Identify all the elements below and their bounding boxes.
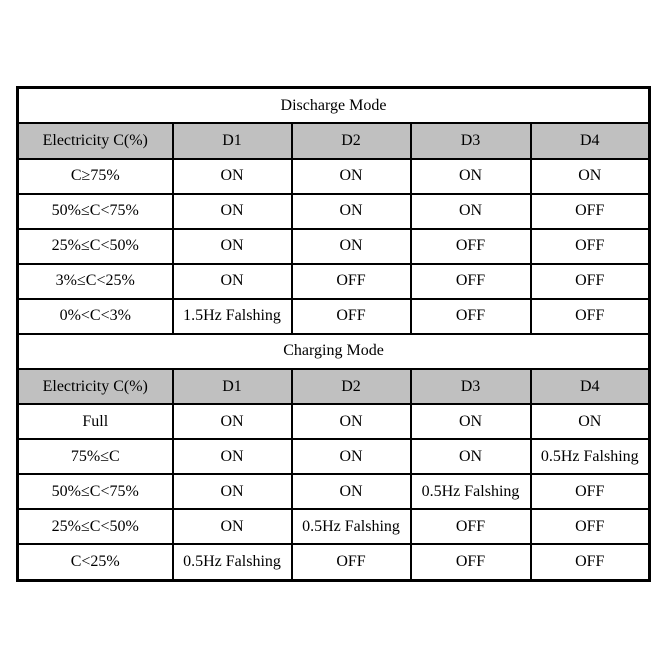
row-label: Full xyxy=(16,403,174,441)
column-header-d4: D4 xyxy=(529,122,651,160)
table-cell: ON xyxy=(409,403,532,441)
table-cell: OFF xyxy=(409,543,532,582)
column-header-electricity: Electricity C(%) xyxy=(16,122,174,160)
table-cell: ON xyxy=(290,438,412,476)
row-label: 0%<C<3% xyxy=(16,297,174,335)
table-cell: OFF xyxy=(529,227,651,265)
table-row: 25%≤C<50% ON 0.5Hz Falshing OFF OFF xyxy=(16,508,651,546)
section-title-discharge: Discharge Mode xyxy=(16,86,651,125)
table-cell: OFF xyxy=(529,508,651,546)
header-row-discharge: Electricity C(%) D1 D2 D3 D4 xyxy=(16,122,651,160)
column-header-d3: D3 xyxy=(409,367,532,406)
table-cell: ON xyxy=(290,157,412,195)
column-header-electricity: Electricity C(%) xyxy=(16,367,174,406)
section-title-charging: Charging Mode xyxy=(16,332,651,371)
table-cell: ON xyxy=(529,157,651,195)
table-row: 0%<C<3% 1.5Hz Falshing OFF OFF OFF xyxy=(16,297,651,335)
table-cell: OFF xyxy=(290,543,412,582)
led-indicator-table: Discharge Mode Electricity C(%) D1 D2 D3… xyxy=(16,86,651,582)
table-row: C≥75% ON ON ON ON xyxy=(16,157,651,195)
header-row-charging: Electricity C(%) D1 D2 D3 D4 xyxy=(16,367,651,406)
table-cell: 0.5Hz Falshing xyxy=(409,473,532,511)
column-header-d4: D4 xyxy=(529,367,651,406)
table-cell: OFF xyxy=(290,297,412,335)
table-cell: ON xyxy=(171,192,293,230)
column-header-d2: D2 xyxy=(290,122,412,160)
column-header-d1: D1 xyxy=(171,367,293,406)
row-label: 3%≤C<25% xyxy=(16,262,174,300)
table-cell: 0.5Hz Falshing xyxy=(171,543,293,582)
table-cell: ON xyxy=(290,227,412,265)
table-cell: ON xyxy=(409,438,532,476)
column-header-d3: D3 xyxy=(409,122,532,160)
table-cell: ON xyxy=(171,508,293,546)
table-cell: OFF xyxy=(529,262,651,300)
column-header-d1: D1 xyxy=(171,122,293,160)
table-row: Full ON ON ON ON xyxy=(16,403,651,441)
table-cell: ON xyxy=(171,473,293,511)
row-label: 75%≤C xyxy=(16,438,174,476)
table-cell: ON xyxy=(290,403,412,441)
table-row: 50%≤C<75% ON ON ON OFF xyxy=(16,192,651,230)
table-cell: ON xyxy=(171,227,293,265)
table-row: 25%≤C<50% ON ON OFF OFF xyxy=(16,227,651,265)
table-cell: ON xyxy=(290,473,412,511)
table-cell: OFF xyxy=(529,297,651,335)
row-label: C<25% xyxy=(16,543,174,582)
table-cell: 0.5Hz Falshing xyxy=(529,438,651,476)
row-label: 50%≤C<75% xyxy=(16,473,174,511)
table-cell: ON xyxy=(171,262,293,300)
table-cell: OFF xyxy=(529,543,651,582)
table-row: 3%≤C<25% ON OFF OFF OFF xyxy=(16,262,651,300)
table-cell: 1.5Hz Falshing xyxy=(171,297,293,335)
section-title-row-discharge: Discharge Mode xyxy=(16,86,651,125)
row-label: 25%≤C<50% xyxy=(16,508,174,546)
table-cell: ON xyxy=(409,157,532,195)
section-title-row-charging: Charging Mode xyxy=(16,332,651,371)
table-cell: OFF xyxy=(409,297,532,335)
table-cell: OFF xyxy=(409,262,532,300)
table-row: 75%≤C ON ON ON 0.5Hz Falshing xyxy=(16,438,651,476)
table-cell: ON xyxy=(171,403,293,441)
table-row: 50%≤C<75% ON ON 0.5Hz Falshing OFF xyxy=(16,473,651,511)
table-cell: ON xyxy=(409,192,532,230)
table-row: C<25% 0.5Hz Falshing OFF OFF OFF xyxy=(16,543,651,582)
table-cell: OFF xyxy=(409,508,532,546)
table-cell: 0.5Hz Falshing xyxy=(290,508,412,546)
table-cell: OFF xyxy=(409,227,532,265)
table-cell: ON xyxy=(290,192,412,230)
table-cell: ON xyxy=(171,438,293,476)
table-cell: OFF xyxy=(529,473,651,511)
row-label: 25%≤C<50% xyxy=(16,227,174,265)
table-cell: OFF xyxy=(290,262,412,300)
table-cell: OFF xyxy=(529,192,651,230)
table-cell: ON xyxy=(529,403,651,441)
row-label: 50%≤C<75% xyxy=(16,192,174,230)
row-label: C≥75% xyxy=(16,157,174,195)
column-header-d2: D2 xyxy=(290,367,412,406)
table-cell: ON xyxy=(171,157,293,195)
